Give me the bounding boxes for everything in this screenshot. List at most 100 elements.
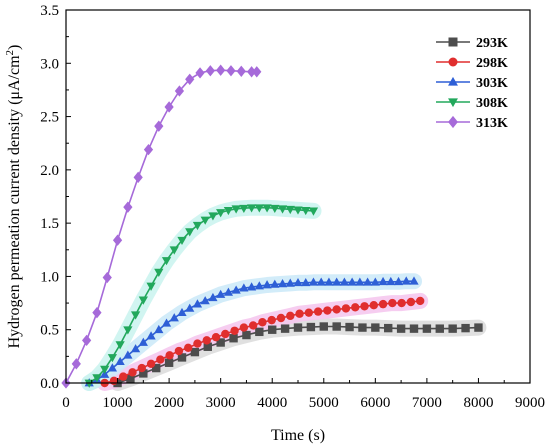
data-point (229, 334, 238, 343)
data-point (92, 306, 102, 319)
data-point (358, 323, 367, 332)
axes: 0 1000 2000 3000 4000 5000 6000 7000 8000 9000 0.0… (40, 3, 545, 411)
data-point (183, 343, 193, 353)
data-point (115, 356, 125, 366)
data-point (308, 207, 319, 216)
data-point (185, 73, 195, 85)
x-tick-label: 4000 (257, 395, 287, 411)
data-point (378, 299, 388, 309)
data-point (161, 257, 172, 266)
data-point (386, 276, 396, 286)
x-tick-label: 3000 (206, 395, 236, 411)
y-axis-label-sup: 2 (4, 50, 16, 56)
legend-item-313K: 313K (436, 115, 508, 131)
data-point (161, 318, 172, 327)
data-point (277, 205, 288, 214)
data-point (185, 303, 195, 312)
data-point (236, 65, 246, 77)
data-point (461, 323, 470, 333)
data-point (351, 303, 360, 312)
data-point (345, 322, 354, 332)
data-point (208, 212, 218, 221)
data-point (347, 277, 357, 286)
data-point (192, 221, 203, 231)
data-point (270, 204, 280, 214)
data-point (128, 368, 137, 377)
data-point (146, 359, 156, 369)
data-point (293, 323, 303, 332)
data-point (474, 323, 483, 332)
data-point (216, 209, 226, 218)
data-point (165, 351, 174, 360)
data-point (422, 324, 432, 333)
data-point (293, 206, 303, 215)
data-point (254, 204, 264, 213)
data-point (123, 326, 133, 335)
data-point (133, 171, 143, 183)
legend-item-293K: 293K (436, 36, 508, 51)
data-point (100, 365, 110, 374)
legend-label: 308K (476, 96, 508, 111)
data-point (339, 277, 350, 286)
data-point (295, 309, 304, 318)
data-point (230, 326, 239, 335)
data-point (226, 65, 236, 77)
data-point (143, 143, 154, 156)
data-point (185, 228, 195, 237)
y-tick-label: 3.0 (40, 56, 59, 72)
data-point (71, 358, 81, 370)
data-point (268, 325, 277, 334)
legend-marker (448, 76, 458, 86)
data-point (371, 323, 380, 332)
data-point (401, 276, 411, 285)
data-point (231, 285, 241, 294)
y-tick-label: 2.5 (40, 110, 59, 126)
data-point (200, 216, 210, 225)
data-point (164, 101, 174, 113)
x-tick-label: 1000 (103, 395, 133, 411)
data-point (285, 278, 295, 287)
y-axis-label-end: ) (6, 45, 23, 50)
data-point (216, 289, 226, 298)
data-point (293, 277, 303, 287)
data-point (200, 296, 210, 305)
legend-label: 313K (476, 116, 508, 131)
legend-item-308K: 308K (436, 96, 508, 111)
y-axis-label-main: Hydrogen permeation current density (μA/… (6, 55, 23, 348)
data-point (393, 276, 404, 286)
data-point (254, 281, 264, 290)
data-point (154, 120, 164, 132)
data-point (285, 205, 295, 215)
data-point (448, 324, 457, 333)
data-point (109, 376, 119, 386)
data-point (378, 276, 388, 286)
x-tick-label: 8000 (463, 395, 493, 411)
data-point (223, 206, 234, 216)
legend-label: 293K (476, 36, 508, 51)
data-point (126, 374, 135, 383)
data-point (355, 277, 365, 286)
data-point (205, 65, 215, 77)
x-tick-label: 0 (62, 395, 70, 411)
data-point (304, 308, 314, 317)
y-tick-label: 3.5 (40, 3, 59, 19)
data-point (360, 302, 369, 311)
data-point (248, 321, 258, 330)
data-point (138, 337, 148, 346)
series-308K (84, 204, 319, 388)
data-point (107, 363, 118, 372)
data-point (107, 354, 118, 363)
data-point (102, 271, 112, 284)
data-point (370, 277, 380, 286)
data-point (146, 282, 156, 291)
data-point (313, 307, 323, 316)
data-point (415, 296, 425, 306)
data-point (384, 323, 393, 333)
legend-item-303K: 303K (436, 76, 508, 91)
data-point (239, 283, 249, 292)
legend-marker (448, 98, 458, 108)
data-point (409, 276, 419, 285)
series-303K (84, 276, 419, 387)
data-point (286, 311, 295, 321)
data-point (223, 287, 234, 296)
